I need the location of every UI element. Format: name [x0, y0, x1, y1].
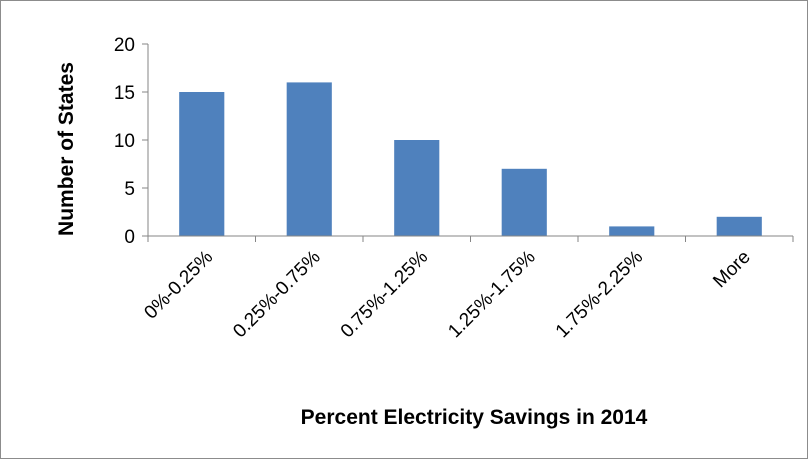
x-tick-label: 1.25%-1.75%: [444, 247, 540, 343]
bar: [179, 92, 225, 236]
y-tick-label: 10: [114, 131, 135, 152]
y-tick-label: 20: [114, 35, 135, 56]
y-tick-label: 15: [114, 83, 135, 104]
x-tick-label: 1.75%-2.25%: [552, 247, 648, 343]
bars: [179, 82, 762, 237]
x-tick-label: 0.75%-1.25%: [337, 247, 433, 343]
x-axis-tick-labels: 0%-0.25% 0.25%-0.75% 0.75%-1.25% 1.25%-1.75…: [140, 247, 754, 343]
x-axis-title: Percent Electricity Savings in 2014: [301, 406, 648, 429]
y-tick-label: 0: [124, 227, 135, 248]
y-tick-label: 5: [124, 179, 135, 200]
bar: [501, 168, 547, 236]
bar: [609, 226, 655, 236]
x-tick-label: More: [709, 247, 754, 292]
y-axis-title: Number of States: [55, 62, 78, 236]
bar: [394, 140, 440, 236]
x-tick-label: 0%-0.25%: [140, 247, 217, 324]
x-tick-label: 0.25%-0.75%: [229, 247, 325, 343]
x-axis-ticks: [147, 236, 794, 242]
y-axis-ticks: 0 5 10 15 20: [114, 35, 148, 248]
bar: [286, 82, 332, 237]
bar: [716, 216, 762, 236]
